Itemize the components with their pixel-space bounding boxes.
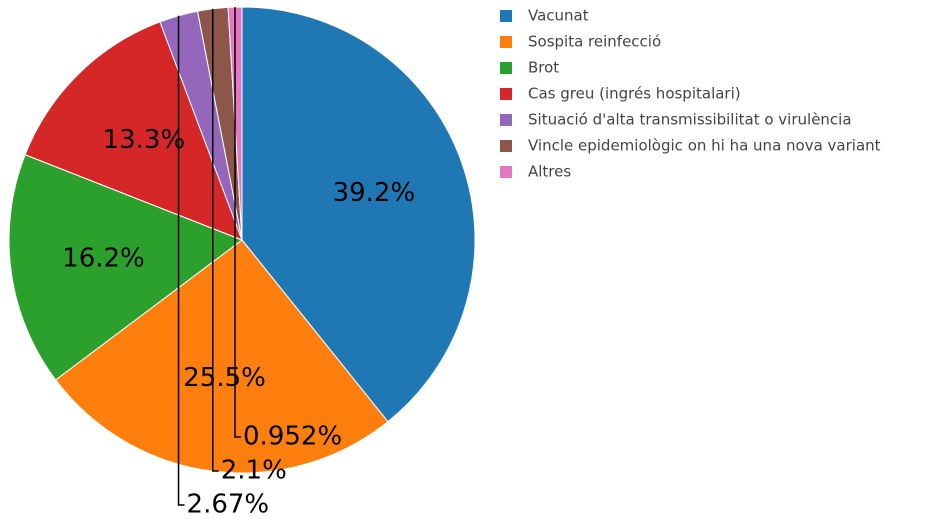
legend-swatch bbox=[500, 88, 512, 100]
legend-swatch bbox=[500, 114, 512, 126]
legend-label: Altres bbox=[528, 163, 571, 181]
legend-swatch bbox=[500, 62, 512, 74]
slice-label: 13.3% bbox=[103, 125, 186, 155]
slice-label: 25.5% bbox=[183, 363, 266, 393]
pie-slice bbox=[241, 6, 476, 423]
pie-slice bbox=[24, 21, 243, 241]
legend-label: Sospita reinfecció bbox=[528, 33, 661, 51]
legend-label: Vincle epidemiològic on hi ha una nova v… bbox=[528, 137, 881, 155]
legend-label: Situació d'alta transmissibilitat o viru… bbox=[528, 111, 852, 129]
slice-label: 2.67% bbox=[187, 490, 270, 519]
legend-swatch bbox=[500, 36, 512, 48]
legend-swatch bbox=[500, 166, 512, 178]
leader-line bbox=[211, 8, 219, 472]
slice-label: 16.2% bbox=[62, 243, 145, 273]
legend-swatch bbox=[500, 140, 512, 152]
legend-swatch bbox=[500, 10, 512, 22]
slice-label: 2.1% bbox=[221, 456, 287, 486]
pie-slice bbox=[8, 154, 244, 381]
legend-label: Cas greu (ingrés hospitalari) bbox=[528, 85, 741, 103]
slice-label: 39.2% bbox=[333, 178, 416, 208]
slice-label: 0.952% bbox=[243, 422, 342, 452]
leader-line bbox=[234, 7, 242, 438]
legend-label: Brot bbox=[528, 59, 559, 77]
legend-label: Vacunat bbox=[528, 7, 589, 25]
leader-line bbox=[177, 15, 185, 506]
